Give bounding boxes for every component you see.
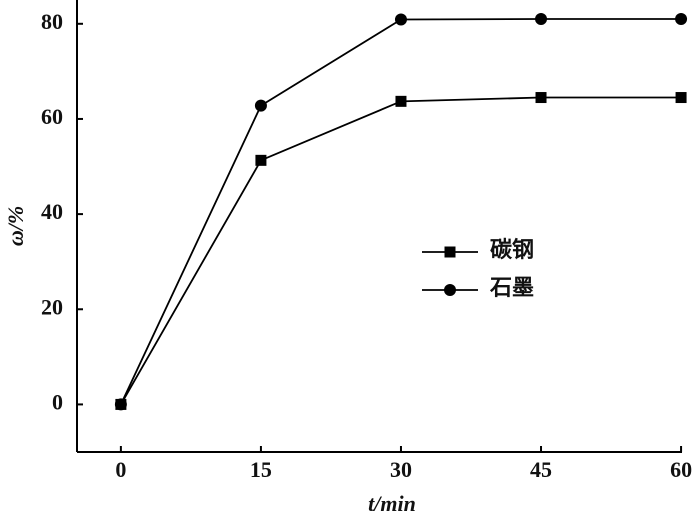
data-point: [535, 92, 547, 104]
data-point: [255, 154, 267, 166]
y-tick-label: 80: [41, 9, 63, 34]
x-tick-label: 45: [530, 457, 552, 482]
y-tick-label: 20: [41, 294, 63, 319]
data-point: [394, 13, 407, 26]
x-tick-label: 60: [670, 457, 692, 482]
data-point: [254, 99, 267, 112]
legend-label: 碳钢: [490, 237, 534, 262]
data-point: [114, 398, 127, 411]
data-point: [675, 92, 687, 104]
x-tick-label: 30: [390, 457, 412, 482]
y-tick-label: 60: [41, 104, 63, 129]
series-line: [120, 96, 682, 405]
data-point: [395, 95, 407, 107]
data-point: [675, 13, 688, 26]
legend-marker: [444, 284, 456, 296]
legend-marker: [444, 246, 456, 258]
x-tick-label: 15: [250, 457, 272, 482]
x-tick-label: 0: [115, 457, 126, 482]
y-axis-label: ω/%: [3, 206, 28, 246]
series-line: [120, 18, 682, 405]
data-point: [535, 13, 548, 26]
y-tick-label: 0: [52, 389, 63, 414]
legend-label: 石墨: [489, 275, 534, 300]
x-axis-label: t/min: [368, 491, 416, 516]
y-tick-label: 40: [41, 199, 63, 224]
